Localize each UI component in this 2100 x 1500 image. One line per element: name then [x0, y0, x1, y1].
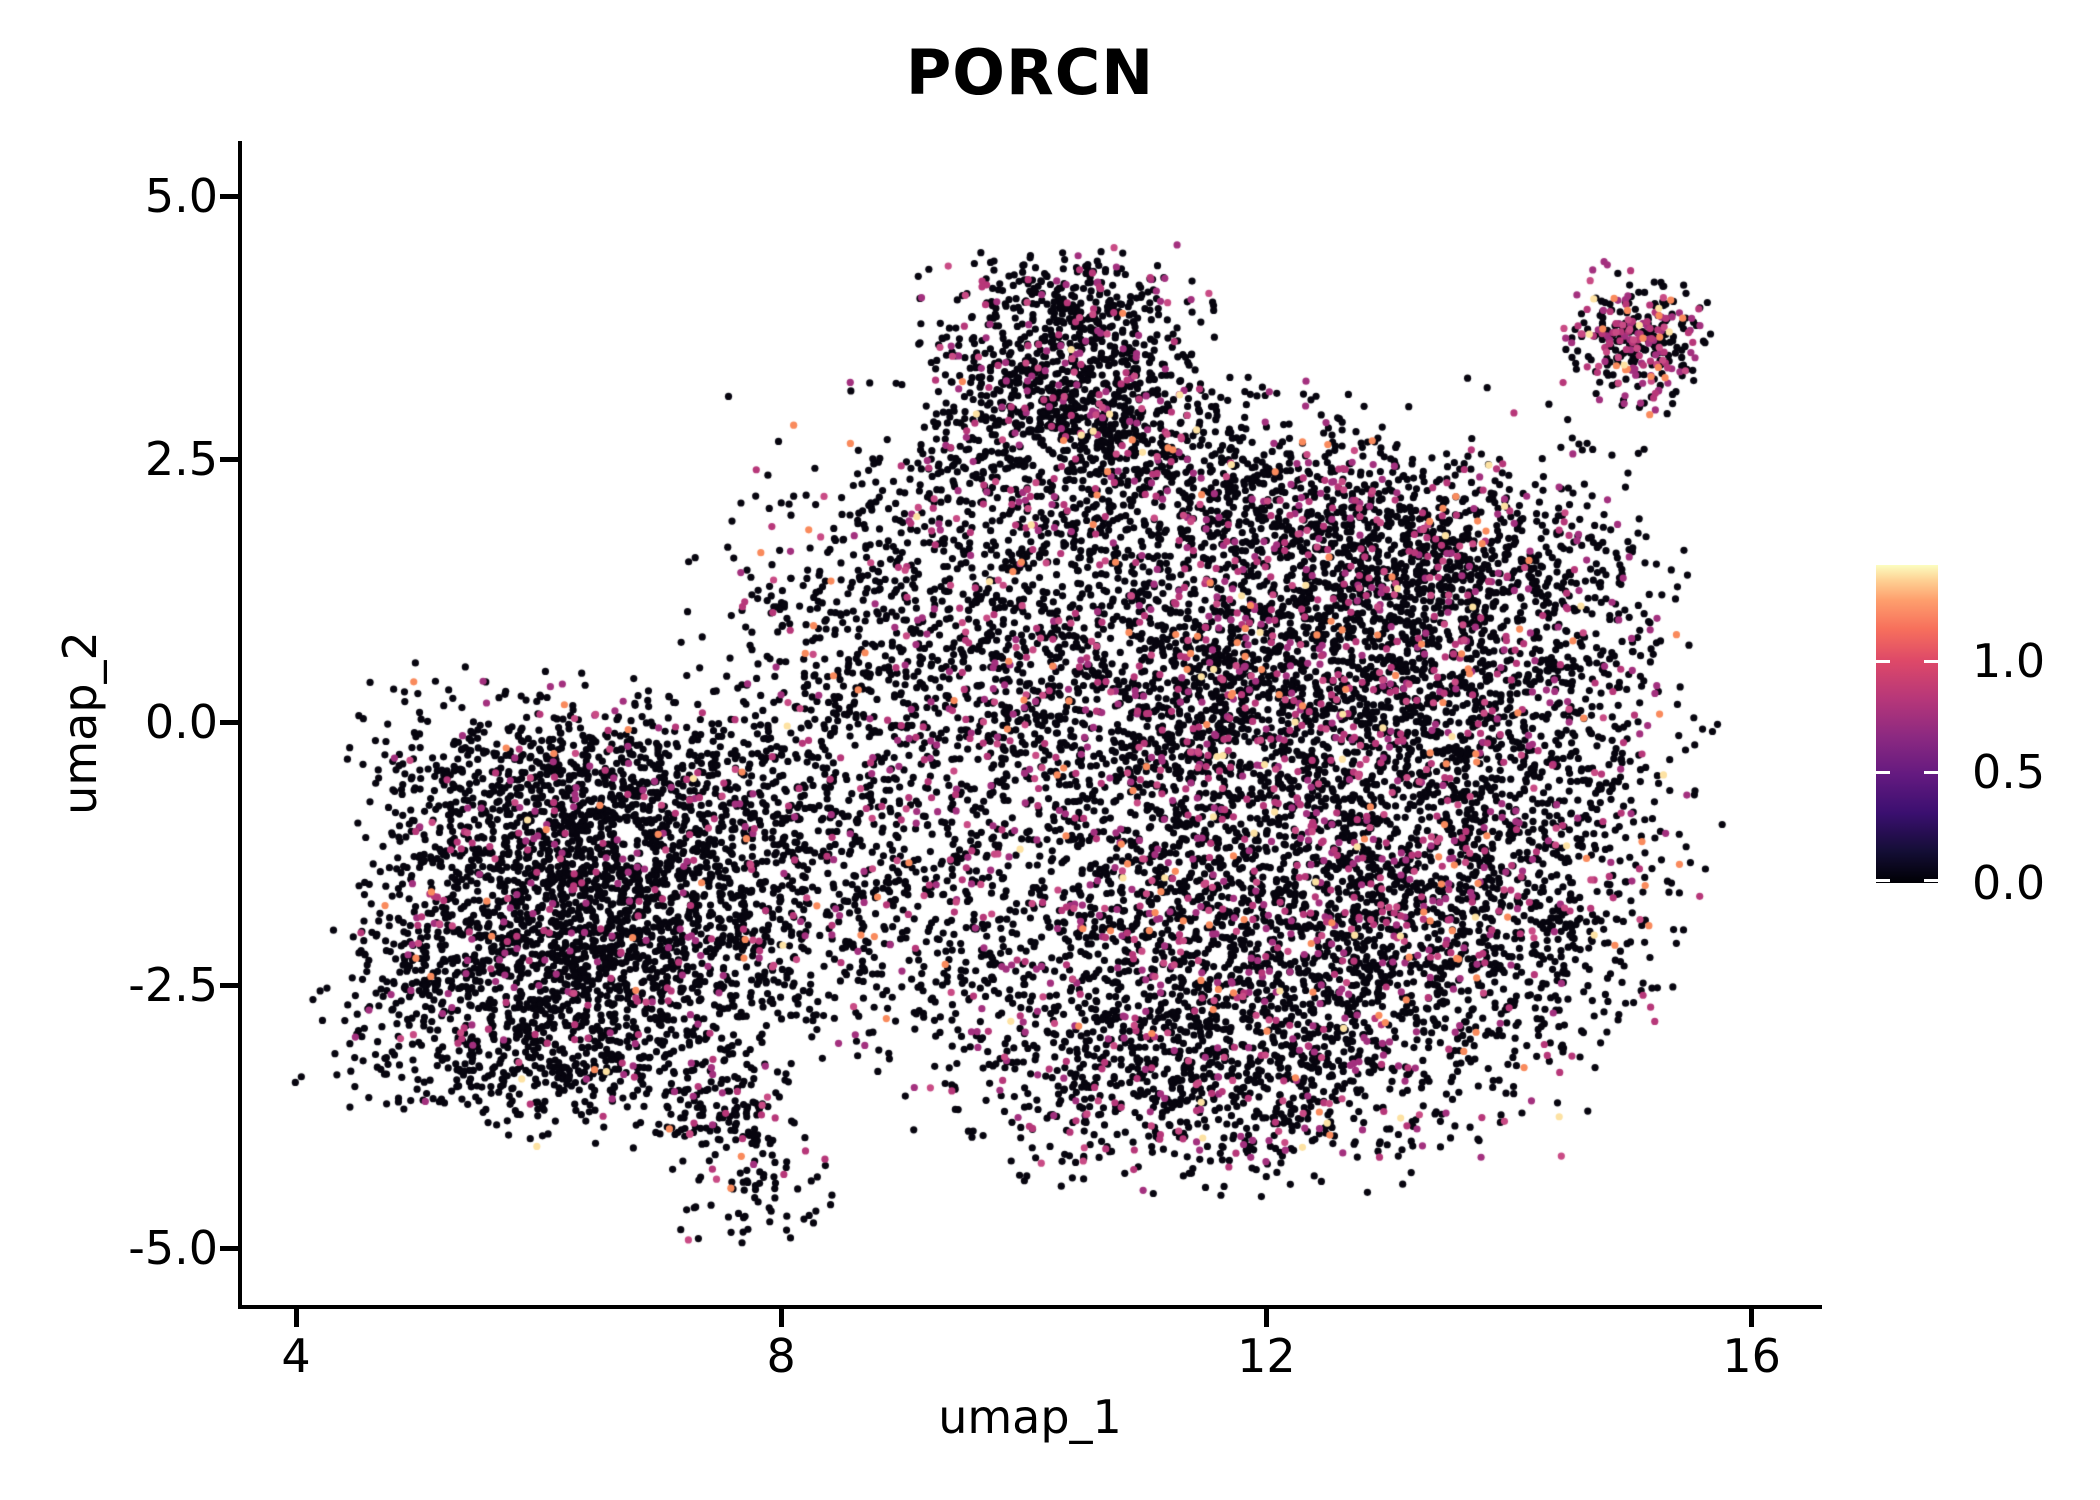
colorbar-tick-mark [1876, 770, 1890, 774]
x-tick-mark [778, 1309, 784, 1327]
colorbar-tick-mark [1924, 770, 1938, 774]
colorbar-tick-mark [1924, 659, 1938, 663]
x-tick-label: 4 [281, 1329, 311, 1383]
colorbar-tick-label: 1.0 [1972, 634, 2046, 688]
y-tick-mark [220, 982, 238, 988]
y-axis-line [238, 141, 242, 1309]
y-tick-label: 5.0 [144, 169, 218, 223]
y-tick-label: -2.5 [128, 958, 218, 1012]
colorbar-gradient [1876, 565, 1938, 883]
scatter-points-canvas [240, 141, 1820, 1305]
y-tick-mark [220, 1245, 238, 1251]
x-axis-line [238, 1305, 1822, 1309]
plot-title: PORCN [905, 36, 1155, 109]
colorbar-tick-mark [1876, 659, 1890, 663]
y-tick-mark [220, 193, 238, 199]
x-tick-mark [293, 1309, 299, 1327]
y-tick-label: 2.5 [144, 432, 218, 486]
x-tick-mark [1749, 1309, 1755, 1327]
colorbar-tick-mark [1876, 878, 1890, 882]
x-tick-label: 8 [766, 1329, 796, 1383]
x-tick-label: 12 [1237, 1329, 1296, 1383]
y-tick-mark [220, 456, 238, 462]
colorbar-tick-label: 0.0 [1972, 856, 2046, 910]
x-tick-label: 16 [1722, 1329, 1781, 1383]
colorbar-tick-label: 0.5 [1972, 745, 2046, 799]
y-tick-mark [220, 719, 238, 725]
x-axis-label: umap_1 [938, 1390, 1122, 1444]
colorbar-tick-mark [1924, 878, 1938, 882]
y-tick-label: -5.0 [128, 1221, 218, 1275]
y-tick-label: 0.0 [144, 695, 218, 749]
x-tick-mark [1263, 1309, 1269, 1327]
